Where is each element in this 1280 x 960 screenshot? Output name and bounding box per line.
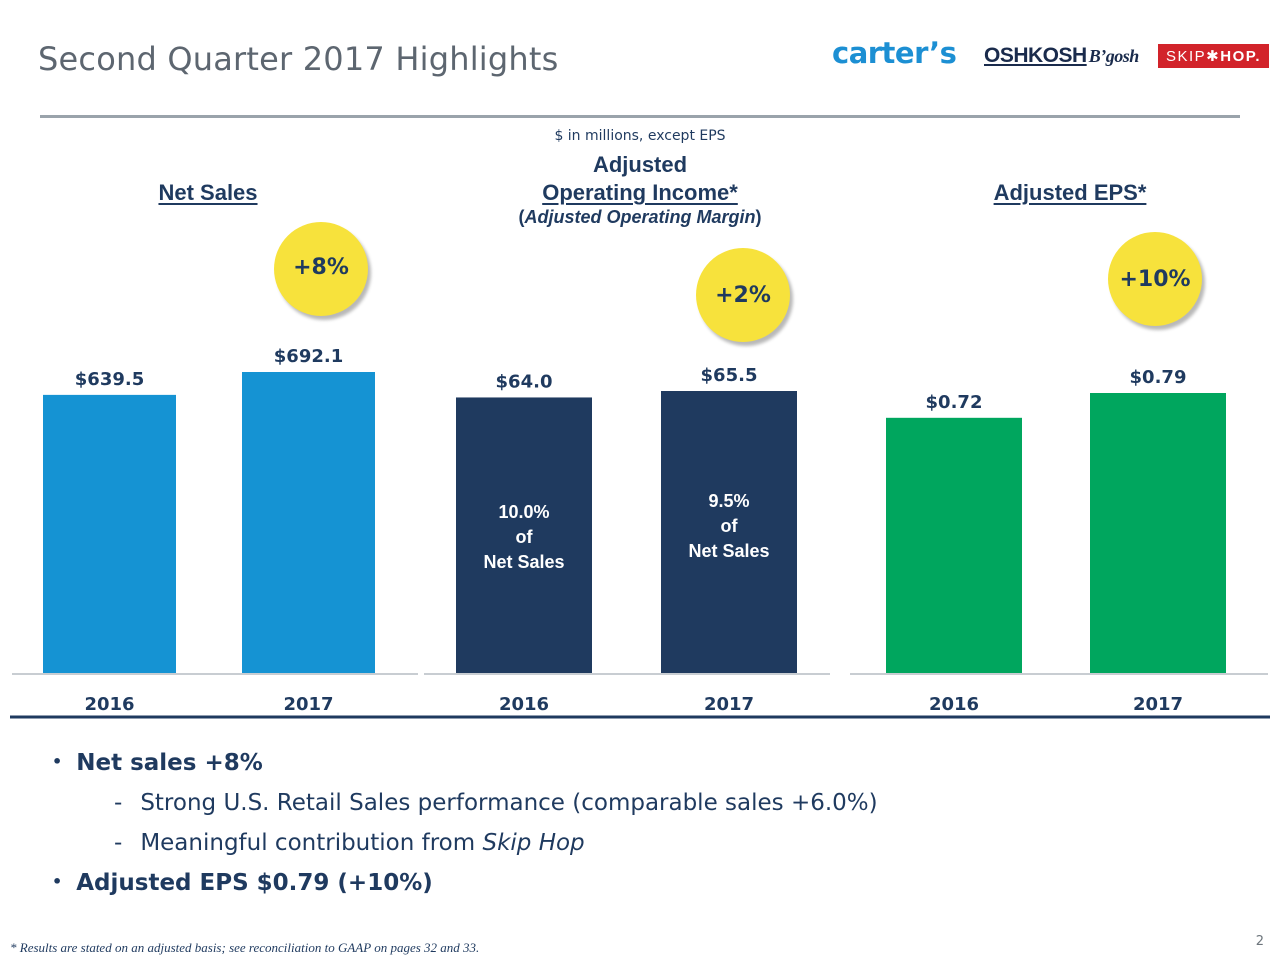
x-tick-net_sales-2017: 2017 bbox=[283, 694, 333, 715]
margin-of-2017: of bbox=[721, 516, 739, 536]
bullet-net-sales: • Net sales +8% bbox=[52, 750, 263, 776]
margin-value-2016: 10.0% bbox=[498, 502, 549, 522]
bullet-dash: - bbox=[114, 790, 123, 816]
units-note: $ in millions, except EPS bbox=[554, 128, 726, 144]
x-tick-net_sales-2016: 2016 bbox=[84, 694, 134, 715]
data-label-eps-2016: $0.72 bbox=[926, 392, 983, 413]
data-label-net_sales-2017: $692.1 bbox=[274, 346, 343, 367]
x-tick-operating_income-2017: 2017 bbox=[704, 694, 754, 715]
bullet-dot: • bbox=[52, 752, 63, 771]
bar-eps-2016 bbox=[886, 417, 1022, 673]
net-sales-growth-text: +8% bbox=[293, 254, 349, 280]
operating-income-growth-text: +2% bbox=[715, 282, 771, 308]
margin-net-sales-2016: Net Sales bbox=[483, 552, 564, 572]
bullet-skip-hop: - Meaningful contribution from Skip Hop bbox=[114, 830, 585, 856]
carters-logo: carter’s bbox=[832, 36, 957, 70]
operating-income-growth-badge: +2% bbox=[696, 248, 790, 342]
eps-growth-badge: +10% bbox=[1108, 232, 1202, 326]
x-tick-eps-2017: 2017 bbox=[1133, 694, 1183, 715]
operating-income-title-line1: Adjusted bbox=[592, 152, 688, 177]
data-label-operating_income-2016: $64.0 bbox=[496, 371, 553, 392]
bar-operating_income-2017 bbox=[661, 391, 797, 673]
title-divider bbox=[40, 115, 1240, 118]
net-sales-title-text: Net Sales bbox=[158, 180, 258, 205]
slide-title: Second Quarter 2017 Highlights bbox=[38, 40, 559, 78]
bullet-adjusted-eps-text: Adjusted EPS $0.79 (+10%) bbox=[76, 870, 433, 896]
operating-margin-subtitle: (Adjusted Operating Margin) bbox=[440, 207, 840, 228]
data-label-operating_income-2017: $65.5 bbox=[701, 365, 758, 386]
bullet-dash: - bbox=[114, 830, 123, 856]
bullet-skip-hop-text: Meaningful contribution from bbox=[140, 830, 483, 856]
bullet-adjusted-eps: • Adjusted EPS $0.79 (+10%) bbox=[52, 870, 433, 896]
bullet-retail-sales: - Strong U.S. Retail Sales performance (c… bbox=[114, 790, 878, 816]
eps-title-text: Adjusted EPS* bbox=[993, 180, 1147, 205]
bullet-retail-sales-text: Strong U.S. Retail Sales performance (co… bbox=[140, 790, 878, 816]
margin-of-2016: of bbox=[516, 527, 534, 547]
page-number: 2 bbox=[1255, 934, 1264, 949]
skiphop-logo: SKIP ✱ HOP. bbox=[1158, 44, 1269, 68]
skiphop-logo-star: ✱ bbox=[1206, 48, 1221, 65]
net-sales-growth-badge: +8% bbox=[274, 222, 368, 316]
bullet-net-sales-text: Net sales +8% bbox=[76, 750, 263, 776]
bar-net_sales-2017 bbox=[242, 372, 375, 673]
operating-income-title-text: Operating Income* bbox=[542, 180, 738, 205]
bar-operating_income-2016 bbox=[456, 397, 592, 673]
oshkosh-logo-sub: B’gosh bbox=[1088, 46, 1140, 66]
margin-net-sales-2017: Net Sales bbox=[688, 541, 769, 561]
bar-net_sales-2016 bbox=[43, 394, 176, 673]
skiphop-logo-right: HOP. bbox=[1220, 47, 1261, 65]
bullet-skip-hop-italic: Skip Hop bbox=[482, 830, 585, 856]
operating-income-title: Operating Income* bbox=[440, 180, 840, 206]
x-tick-operating_income-2016: 2016 bbox=[499, 694, 549, 715]
subtitle-open-paren: ( bbox=[518, 207, 525, 227]
oshkosh-logo-text: OSHKOSH bbox=[984, 44, 1087, 67]
data-label-net_sales-2016: $639.5 bbox=[75, 369, 144, 390]
margin-value-2017: 9.5% bbox=[708, 491, 749, 511]
net-sales-title: Net Sales bbox=[108, 180, 308, 206]
oshkosh-logo: OSHKOSH B’gosh bbox=[984, 44, 1139, 68]
eps-growth-text: +10% bbox=[1119, 266, 1191, 292]
footnote: * Results are stated on an adjusted basi… bbox=[10, 940, 480, 955]
eps-title: Adjusted EPS* bbox=[950, 180, 1190, 206]
bar-eps-2017 bbox=[1090, 393, 1226, 673]
bullet-dot: • bbox=[52, 872, 63, 891]
subtitle-text: Adjusted Operating Margin bbox=[524, 207, 756, 227]
skiphop-logo-left: SKIP bbox=[1165, 47, 1207, 65]
subtitle-close-paren: ) bbox=[755, 207, 762, 227]
x-tick-eps-2016: 2016 bbox=[929, 694, 979, 715]
data-label-eps-2017: $0.79 bbox=[1130, 367, 1187, 388]
